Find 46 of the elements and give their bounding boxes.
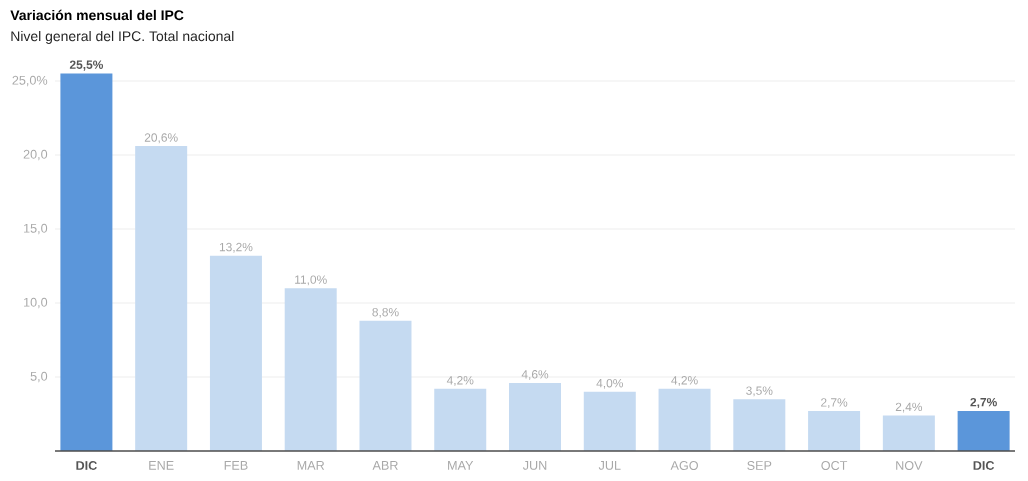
chart-title: Variación mensual del IPC: [10, 9, 184, 21]
bar: [583, 391, 636, 451]
x-tick-label: NOV: [896, 461, 923, 470]
data-label: 20,6%: [144, 133, 178, 144]
data-label: 13,2%: [219, 242, 253, 253]
x-tick-label: MAR: [297, 461, 325, 470]
bar: [434, 388, 487, 451]
y-tick-label: 15,0: [24, 223, 48, 235]
x-tick-label: MAY: [448, 461, 474, 470]
x-tick-label: ABR: [372, 461, 398, 470]
bar: [359, 320, 412, 451]
bar: [284, 288, 337, 451]
data-label: 8,8%: [372, 307, 399, 318]
bar: [209, 255, 262, 451]
x-tick-label: JUL: [598, 461, 621, 470]
data-label: 4,0%: [596, 378, 623, 389]
x-tick-label: SEP: [747, 461, 772, 470]
bar: [509, 382, 562, 451]
bar: [135, 146, 188, 451]
data-label: 11,0%: [295, 275, 327, 286]
bar: [957, 411, 1010, 451]
data-label: 2,7%: [821, 398, 848, 409]
data-label: 2,7%: [970, 397, 997, 409]
y-tick-label: 20,0: [23, 149, 48, 161]
data-label: 2,4%: [895, 402, 923, 413]
x-tick-label: JUN: [522, 461, 547, 470]
x-tick-label: OCT: [821, 461, 848, 470]
y-tick-label: 10,0: [24, 297, 48, 309]
x-tick-label: AGO: [670, 461, 698, 470]
x-tick-label: ENE: [149, 461, 174, 470]
bar: [882, 415, 935, 451]
x-tick-label: DIC: [76, 461, 97, 470]
y-tick-label: 5,0: [30, 371, 48, 383]
data-label: 4,2%: [671, 376, 698, 386]
bar: [60, 73, 113, 451]
data-label: 4,6%: [521, 370, 549, 380]
x-tick-label: FEB: [224, 461, 248, 470]
bar: [658, 388, 711, 451]
bar: [808, 411, 861, 451]
y-tick-label: 25,0%: [12, 75, 48, 87]
bar: [733, 399, 786, 451]
data-label: 4,2%: [446, 376, 474, 386]
x-tick-label: DIC: [973, 461, 995, 470]
data-label: 3,5%: [746, 386, 773, 397]
chart-subtitle: Nivel general del IPC. Total nacional: [11, 30, 234, 44]
data-label: 25,5%: [69, 60, 104, 71]
